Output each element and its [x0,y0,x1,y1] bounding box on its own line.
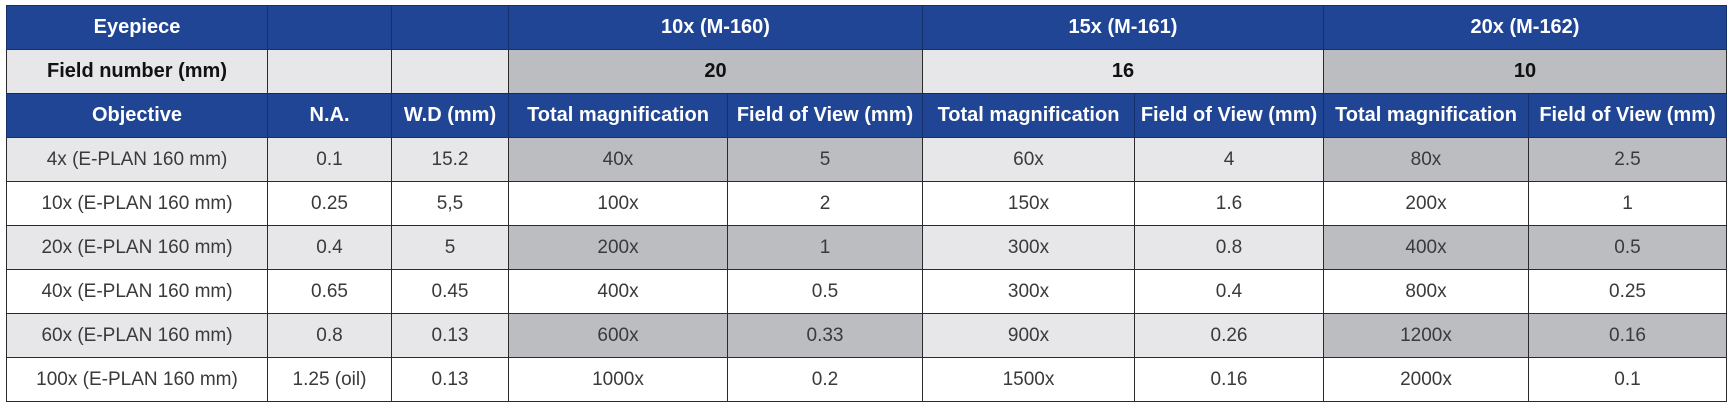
wd-cell: 5,5 [391,181,509,226]
wd-cell: 5 [391,225,509,270]
fov-cell: 0.5 [1528,225,1727,270]
fov-cell: 0.16 [1528,313,1727,358]
col-wd: W.D (mm) [391,93,509,138]
objective-cell: 40x (E-PLAN 160 mm) [6,269,268,314]
fov-cell: 0.33 [727,313,923,358]
eyepiece-label: Eyepiece [6,5,268,50]
total-mag-cell: 300x [922,269,1135,314]
fov-cell: 1 [727,225,923,270]
eyepiece-20x: 20x (M-162) [1323,5,1727,50]
fov-cell: 0.5 [727,269,923,314]
eyepiece-header-row: Eyepiece 10x (M-160) 15x (M-161) 20x (M-… [6,5,1727,50]
fov-cell: 0.16 [1134,357,1324,402]
total-mag-cell: 900x [922,313,1135,358]
magnification-table: Eyepiece 10x (M-160) 15x (M-161) 20x (M-… [6,5,1727,402]
wd-cell: 15.2 [391,137,509,182]
fov-cell: 0.1 [1528,357,1727,402]
fov-cell: 0.25 [1528,269,1727,314]
col-fov-20x: Field of View (mm) [1528,93,1727,138]
wd-cell: 0.13 [391,313,509,358]
field-number-blank-wd [391,49,509,94]
total-mag-cell: 60x [922,137,1135,182]
fov-cell: 0.26 [1134,313,1324,358]
field-number-15x: 16 [922,49,1324,94]
table-row: 40x (E-PLAN 160 mm) 0.65 0.45 400x 0.5 3… [6,269,1727,314]
field-number-20x: 10 [1323,49,1727,94]
header-blank-wd [391,5,509,50]
table-row: 10x (E-PLAN 160 mm) 0.25 5,5 100x 2 150x… [6,181,1727,226]
fov-cell: 0.4 [1134,269,1324,314]
table-row: 60x (E-PLAN 160 mm) 0.8 0.13 600x 0.33 9… [6,313,1727,358]
spec-table-container: Eyepiece 10x (M-160) 15x (M-161) 20x (M-… [6,5,1727,402]
table-row: 4x (E-PLAN 160 mm) 0.1 15.2 40x 5 60x 4 … [6,137,1727,182]
fov-cell: 1.6 [1134,181,1324,226]
fov-cell: 4 [1134,137,1324,182]
col-total-mag-15x: Total magnification [922,93,1135,138]
eyepiece-15x: 15x (M-161) [922,5,1324,50]
total-mag-cell: 800x [1323,269,1529,314]
objective-cell: 60x (E-PLAN 160 mm) [6,313,268,358]
total-mag-cell: 200x [1323,181,1529,226]
col-objective: Objective [6,93,268,138]
wd-cell: 0.45 [391,269,509,314]
total-mag-cell: 150x [922,181,1135,226]
field-number-label: Field number (mm) [6,49,268,94]
na-cell: 0.8 [267,313,392,358]
total-mag-cell: 200x [508,225,728,270]
total-mag-cell: 1000x [508,357,728,402]
objective-cell: 10x (E-PLAN 160 mm) [6,181,268,226]
fov-cell: 2.5 [1528,137,1727,182]
total-mag-cell: 400x [508,269,728,314]
total-mag-cell: 600x [508,313,728,358]
table-row: 100x (E-PLAN 160 mm) 1.25 (oil) 0.13 100… [6,357,1727,402]
col-na: N.A. [267,93,392,138]
col-fov-10x: Field of View (mm) [727,93,923,138]
na-cell: 0.4 [267,225,392,270]
na-cell: 0.65 [267,269,392,314]
fov-cell: 2 [727,181,923,226]
total-mag-cell: 2000x [1323,357,1529,402]
total-mag-cell: 300x [922,225,1135,270]
na-cell: 0.1 [267,137,392,182]
na-cell: 1.25 (oil) [267,357,392,402]
col-total-mag-10x: Total magnification [508,93,728,138]
eyepiece-10x: 10x (M-160) [508,5,923,50]
header-blank-na [267,5,392,50]
total-mag-cell: 80x [1323,137,1529,182]
fov-cell: 5 [727,137,923,182]
col-fov-15x: Field of View (mm) [1134,93,1324,138]
col-total-mag-20x: Total magnification [1323,93,1529,138]
na-cell: 0.25 [267,181,392,226]
total-mag-cell: 1200x [1323,313,1529,358]
total-mag-cell: 40x [508,137,728,182]
fov-cell: 0.8 [1134,225,1324,270]
objective-cell: 20x (E-PLAN 160 mm) [6,225,268,270]
field-number-10x: 20 [508,49,923,94]
objective-cell: 4x (E-PLAN 160 mm) [6,137,268,182]
total-mag-cell: 100x [508,181,728,226]
fov-cell: 0.2 [727,357,923,402]
table-row: 20x (E-PLAN 160 mm) 0.4 5 200x 1 300x 0.… [6,225,1727,270]
fov-cell: 1 [1528,181,1727,226]
column-header-row: Objective N.A. W.D (mm) Total magnificat… [6,93,1727,138]
wd-cell: 0.13 [391,357,509,402]
total-mag-cell: 400x [1323,225,1529,270]
objective-cell: 100x (E-PLAN 160 mm) [6,357,268,402]
field-number-blank-na [267,49,392,94]
total-mag-cell: 1500x [922,357,1135,402]
field-number-row: Field number (mm) 20 16 10 [6,49,1727,94]
